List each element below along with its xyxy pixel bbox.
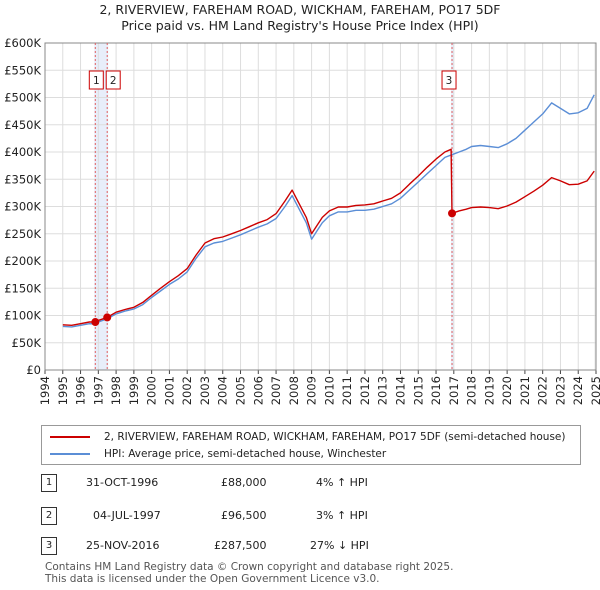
y-tick-label: £450K [4,118,41,132]
transaction-price: £287,500 [214,539,267,552]
x-tick-label: 2018 [465,376,479,405]
x-tick-label: 1994 [38,376,52,405]
price-paid-line [62,148,595,326]
y-tick-label: £250K [4,227,41,241]
x-tick-label: 2021 [518,376,532,405]
transaction-hpi: 4% ↑ HPI [316,476,368,489]
x-tick-label: 1995 [56,376,70,405]
y-tick-label: £550K [4,63,41,77]
transaction-date: 31-OCT-1996 [86,476,159,489]
legend-blue-swatch [50,453,90,455]
x-tick-label: 2001 [162,376,176,405]
chart-title-line1: 2, RIVERVIEW, FAREHAM ROAD, WICKHAM, FAR… [99,2,501,17]
x-tick-label: 1996 [74,376,88,405]
y-tick-label: £400K [4,145,41,159]
x-tick-label: 1997 [91,376,105,405]
sale-label: 3 [446,75,453,87]
y-tick-label: £100K [4,309,41,323]
sale-point [91,318,100,327]
x-tick-label: 2005 [234,376,248,405]
x-tick-label: 2006 [251,376,265,405]
x-tick-label: 2015 [411,376,425,405]
legend-item-blue: HPI: Average price, semi-detached house,… [50,446,386,462]
transaction-number: 3 [41,537,57,555]
chart-title-line2: Price paid vs. HM Land Registry's House … [121,18,479,33]
transaction-price: £88,000 [221,476,267,489]
x-tick-label: 2012 [358,376,372,405]
sale-label-box [88,70,104,90]
y-tick-label: £200K [4,254,41,268]
x-tick-label: 2024 [571,376,585,405]
x-tick-label: 2022 [536,376,550,405]
x-tick-label: 2014 [393,376,407,405]
x-tick-label: 2003 [198,376,212,405]
y-tick-label: £350K [4,172,41,186]
sale-label-box [441,70,457,90]
legend-red-swatch [50,436,90,438]
price-chart: £0 £50K £100K £150K £200K £250K £300K £350K £400… [4,36,600,405]
legend: 2, RIVERVIEW, FAREHAM ROAD, WICKHAM, FAR… [41,425,581,465]
plot-frame [44,42,597,371]
x-tick-label: 2020 [500,376,514,405]
sale-point [103,313,112,322]
x-tick-label: 2017 [447,376,461,405]
y-tick-label: £300K [4,200,41,214]
legend-blue-label: HPI: Average price, semi-detached house,… [104,448,387,460]
x-tick-label: 2023 [553,376,567,405]
x-tick-label: 2019 [482,376,496,405]
sale-label: 1 [93,75,100,87]
sale-label-box [105,70,121,90]
transaction-hpi: 3% ↑ HPI [316,509,368,522]
y-tick-label: £600K [4,36,41,50]
footer-licence: This data is licensed under the Open Gov… [45,573,380,585]
x-tick-label: 2013 [376,376,390,405]
x-tick-label: 2010 [322,376,336,405]
footer-copyright: Contains HM Land Registry data © Crown c… [45,561,454,573]
x-tick-label: 2011 [340,376,354,405]
x-tick-label: 2009 [305,376,319,405]
x-tick-label: 1998 [109,376,123,405]
x-tick-label: 2025 [589,376,600,405]
y-tick-label: £500K [4,91,41,105]
transaction-date: 04-JUL-1997 [93,509,161,522]
x-tick-label: 2007 [269,376,283,405]
x-tick-label: 2008 [287,376,301,405]
transaction-price: £96,500 [221,509,267,522]
x-tick-label: 2016 [429,376,443,405]
hpi-line [62,94,595,328]
transaction-number: 1 [41,474,57,492]
transaction-hpi: 27% ↓ HPI [310,539,369,552]
x-tick-label: 2004 [216,376,230,405]
x-tick-label: 2002 [180,376,194,405]
transaction-number: 2 [41,507,57,525]
x-tick-label: 1999 [127,376,141,405]
sale-point [448,209,457,218]
transaction-date: 25-NOV-2016 [86,539,160,552]
sale-label: 2 [110,75,117,87]
x-tick-label: 2000 [145,376,159,405]
legend-item-red: 2, RIVERVIEW, FAREHAM ROAD, WICKHAM, FAR… [50,429,565,445]
legend-red-label: 2, RIVERVIEW, FAREHAM ROAD, WICKHAM, FAR… [104,431,566,443]
y-tick-label: £50K [12,336,42,350]
y-tick-label: £150K [4,281,41,295]
y-tick-label: £0 [26,363,41,377]
